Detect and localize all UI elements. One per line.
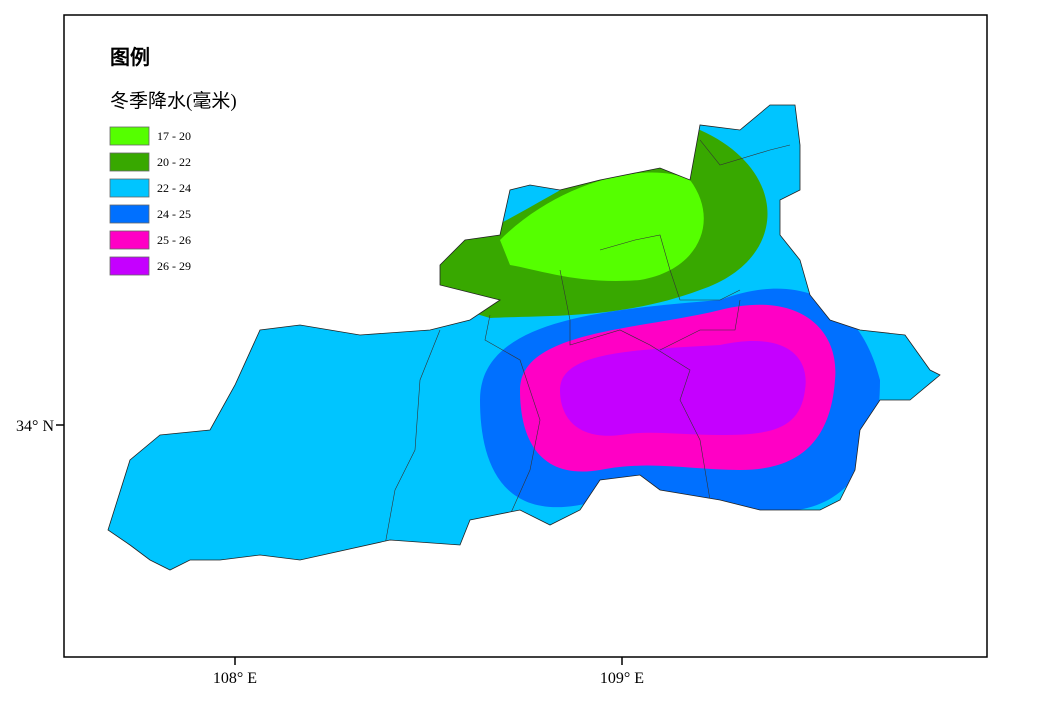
legend-label: 24 - 25 xyxy=(157,207,191,221)
legend-swatch xyxy=(109,256,150,276)
legend-label: 26 - 29 xyxy=(157,259,191,273)
x-tick-label: 109° E xyxy=(600,670,644,687)
county-border xyxy=(699,139,791,166)
legend-swatch xyxy=(109,126,150,146)
legend-title: 图例 xyxy=(110,45,150,69)
legend-swatch xyxy=(109,178,150,198)
legend-label: 25 - 26 xyxy=(157,233,191,247)
x-tick-label: 108° E xyxy=(213,670,257,687)
legend-subtitle: 冬季降水(毫米) xyxy=(110,90,237,112)
map-frame xyxy=(63,14,988,658)
county-border xyxy=(384,329,441,546)
y-tick-label: 34° N xyxy=(16,418,54,435)
zone-26-29 xyxy=(560,341,806,436)
legend-swatch xyxy=(109,230,150,250)
county-border xyxy=(659,299,741,351)
county-border xyxy=(484,314,541,516)
legend: 17 - 20 20 - 22 22 - 24 24 - 25 25 - 26 26 - … xyxy=(109,126,191,276)
county-border xyxy=(559,269,711,501)
county-border xyxy=(599,234,741,301)
legend-swatch xyxy=(109,152,150,172)
zone-17-20 xyxy=(500,172,704,282)
precip-zones xyxy=(108,105,940,570)
legend-swatch xyxy=(109,204,150,224)
legend-label: 22 - 24 xyxy=(157,181,191,195)
legend-label: 20 - 22 xyxy=(157,155,191,169)
legend-label: 17 - 20 xyxy=(157,129,191,143)
